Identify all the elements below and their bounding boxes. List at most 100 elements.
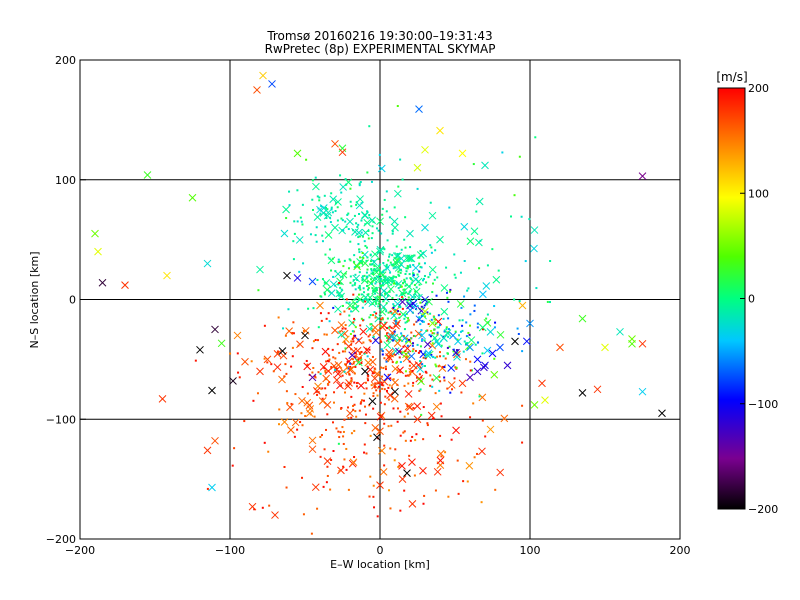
data-point-dot bbox=[373, 276, 376, 279]
data-point-dot bbox=[250, 360, 253, 363]
data-point-x bbox=[305, 409, 314, 417]
data-point-dot bbox=[358, 266, 361, 269]
data-point-dot bbox=[358, 235, 361, 238]
data-point-dot bbox=[473, 309, 476, 312]
data-point-dot bbox=[468, 333, 471, 336]
data-point-dot bbox=[365, 277, 368, 280]
data-point-dot bbox=[345, 225, 348, 228]
data-point-dot bbox=[368, 274, 371, 277]
data-point-x bbox=[121, 281, 129, 289]
data-point-dot bbox=[319, 455, 322, 458]
data-point-x bbox=[496, 468, 505, 477]
data-point-dot bbox=[330, 458, 333, 461]
data-point-dot bbox=[370, 384, 373, 387]
data-point-dot bbox=[376, 394, 379, 397]
data-point-x bbox=[356, 195, 364, 203]
data-point-x bbox=[308, 277, 317, 286]
data-point-dot bbox=[374, 296, 377, 299]
data-point-dot bbox=[342, 265, 345, 268]
data-point-dot bbox=[374, 386, 377, 389]
data-point-dot bbox=[350, 416, 353, 419]
y-axis-label: N–S location [km] bbox=[28, 251, 41, 348]
data-point-dot bbox=[383, 403, 386, 406]
data-point-dot bbox=[352, 260, 355, 263]
data-point-dot bbox=[418, 316, 421, 319]
data-point-dot bbox=[340, 282, 343, 285]
data-point-dot bbox=[301, 424, 304, 427]
data-point-dot bbox=[288, 204, 291, 207]
data-point-dot bbox=[434, 356, 437, 359]
data-point-dot bbox=[405, 340, 408, 343]
data-point-dot bbox=[405, 291, 408, 294]
data-point-dot bbox=[266, 361, 269, 364]
data-point-dot bbox=[438, 351, 441, 354]
data-point-dot bbox=[399, 350, 402, 353]
data-point-dot bbox=[380, 340, 383, 343]
data-point-dot bbox=[296, 428, 299, 431]
data-point-dot bbox=[421, 313, 424, 316]
data-point-x bbox=[436, 456, 445, 465]
data-point-dot bbox=[413, 335, 416, 338]
data-point-dot bbox=[420, 329, 423, 332]
data-point-dot bbox=[263, 441, 266, 444]
data-point-dot bbox=[370, 268, 373, 271]
data-point-dot bbox=[349, 187, 352, 190]
data-point-dot bbox=[382, 271, 385, 274]
data-point-dot bbox=[339, 431, 342, 434]
data-point-dot bbox=[415, 433, 418, 436]
data-point-x bbox=[291, 418, 300, 427]
data-point-dot bbox=[400, 293, 403, 296]
data-point-dot bbox=[345, 447, 348, 450]
data-point-dot bbox=[421, 338, 424, 341]
data-point-dot bbox=[257, 289, 260, 292]
data-point-dot bbox=[409, 289, 412, 292]
data-point-dot bbox=[337, 261, 340, 264]
data-point-x bbox=[411, 275, 420, 284]
data-point-dot bbox=[285, 372, 288, 375]
data-point-dot bbox=[353, 298, 356, 301]
data-point-x bbox=[423, 340, 432, 349]
data-point-dot bbox=[339, 286, 342, 289]
data-point-dot bbox=[377, 275, 380, 278]
data-point-dot bbox=[366, 374, 369, 377]
data-point-dot bbox=[390, 283, 393, 286]
data-point-dot bbox=[419, 360, 422, 363]
data-point-x bbox=[163, 271, 171, 280]
data-point-x bbox=[431, 333, 439, 342]
data-point-dot bbox=[321, 278, 324, 281]
data-point-dot bbox=[344, 220, 347, 223]
data-point-x bbox=[390, 394, 399, 403]
data-point-dot bbox=[339, 407, 342, 410]
data-point-dot bbox=[398, 313, 401, 316]
data-point-dot bbox=[306, 392, 309, 395]
data-point-dot bbox=[287, 308, 290, 311]
data-point-dot bbox=[299, 421, 302, 424]
data-point-dot bbox=[399, 268, 402, 271]
data-point-dot bbox=[382, 384, 385, 387]
data-point-dot bbox=[375, 389, 378, 392]
data-point-dot bbox=[278, 408, 281, 411]
data-point-dot bbox=[382, 282, 385, 285]
y-tick-label: 0 bbox=[69, 294, 76, 307]
data-point-dot bbox=[449, 391, 452, 394]
data-point-dot bbox=[386, 281, 389, 284]
data-point-dot bbox=[451, 388, 454, 391]
data-point-x bbox=[406, 254, 415, 263]
data-point-dot bbox=[391, 280, 394, 283]
data-point-dot bbox=[413, 323, 416, 326]
data-point-x bbox=[473, 355, 482, 364]
data-point-dot bbox=[407, 299, 410, 302]
data-point-dot bbox=[411, 350, 414, 353]
data-point-dot bbox=[316, 195, 319, 198]
data-point-dot bbox=[352, 307, 355, 310]
data-point-dot bbox=[387, 259, 390, 262]
data-point-dot bbox=[473, 456, 476, 459]
data-point-dot bbox=[411, 279, 414, 282]
x-axis-label: E–W location [km] bbox=[330, 558, 430, 571]
data-point-dot bbox=[518, 155, 521, 158]
data-point-dot bbox=[261, 506, 264, 509]
data-point-x bbox=[233, 331, 242, 340]
data-point-x bbox=[241, 357, 249, 366]
data-point-dot bbox=[355, 265, 358, 268]
data-point-x bbox=[478, 323, 487, 332]
